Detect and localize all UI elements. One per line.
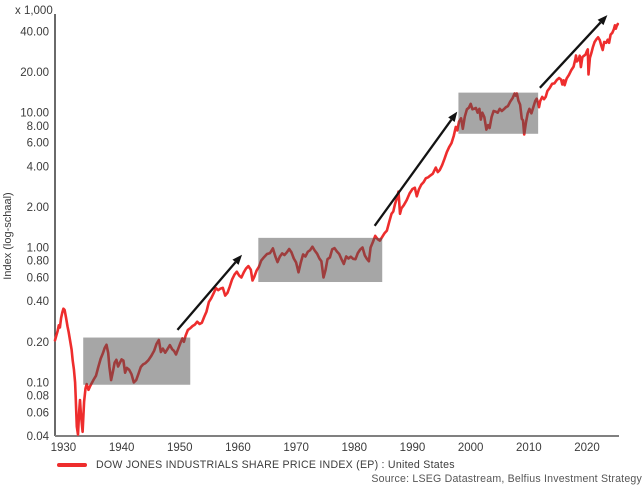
chart-canvas: x 1,000 40.00 20.00 10.008.00 6.00 4.00 2.00 1.… (2, 5, 620, 454)
x-tick-label: 1960 (225, 442, 251, 454)
trend-arrow-shaft (373, 119, 453, 227)
y-tick-label: 1.00 (27, 243, 49, 255)
trend-arrow-head (232, 254, 243, 265)
y-tick-label: 2.00 (27, 202, 49, 214)
x-tick-label: 1990 (400, 442, 426, 454)
y-axis-title: Index (log-schaal) (2, 192, 14, 279)
y-tick-label: 0.04 (27, 431, 50, 443)
trend-arrow-shaft (539, 21, 602, 89)
x-tick-label: 1970 (283, 442, 309, 454)
y-tick-label: 0.08 (27, 390, 49, 402)
x-tick-label: 1950 (167, 442, 193, 454)
trend-arrow-head (448, 111, 458, 123)
consolidation-box (83, 337, 191, 385)
y-tick-label: 20.00 (20, 67, 49, 79)
y-tick-label: 8.00 (27, 121, 49, 133)
y-tick-label: 10.00 (20, 108, 49, 120)
y-tick-label: 4.00 (27, 161, 49, 173)
x-tick-label: 2000 (458, 442, 484, 454)
y-tick-label: 0.06 (27, 407, 49, 419)
y-tick-label: 0.10 (27, 377, 49, 389)
x-tick-label: 1930 (51, 442, 77, 454)
consolidation-box (458, 92, 539, 134)
y-tick-label: 0.20 (27, 337, 49, 349)
x-tick-label: 2010 (516, 442, 542, 454)
trend-arrow-shaft (176, 261, 237, 331)
x-tick-label: 1940 (109, 442, 135, 454)
legend-line-swatch (57, 463, 87, 467)
source-note: Source: LSEG Datastream, Belfius Investm… (371, 473, 642, 485)
y-tick-label: 0.60 (27, 272, 49, 284)
y-tick-label: 40.00 (20, 27, 49, 39)
trend-arrow-head (597, 15, 608, 26)
x-tick-label: 1980 (342, 442, 368, 454)
consolidation-box (258, 237, 383, 283)
legend: DOW JONES INDUSTRIALS SHARE PRICE INDEX … (57, 459, 455, 471)
legend-label: DOW JONES INDUSTRIALS SHARE PRICE INDEX … (96, 459, 455, 471)
x-tick-label: 2020 (574, 442, 600, 454)
y-tick-label: 6.00 (27, 138, 49, 150)
y-axis-multiplier-label: x 1,000 (15, 5, 53, 17)
y-tick-label: 0.40 (27, 296, 49, 308)
y-tick-label: 0.80 (27, 256, 49, 268)
